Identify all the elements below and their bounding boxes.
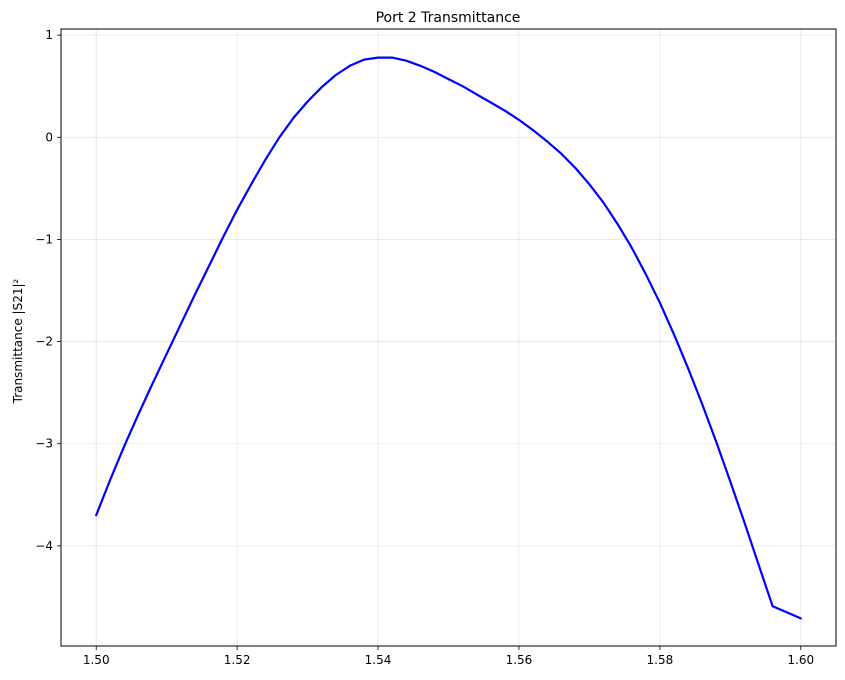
y-tick-label: −4 <box>35 539 53 553</box>
x-tick-label: 1.56 <box>506 653 533 667</box>
y-tick-label: 1 <box>45 28 53 42</box>
plot-frame <box>60 28 837 647</box>
y-tick-label: −1 <box>35 232 53 246</box>
series-group <box>95 56 802 620</box>
plot-background <box>61 29 836 646</box>
transmittance-line <box>95 56 802 620</box>
x-tick-label: 1.58 <box>647 653 674 667</box>
chart-title: Port 2 Transmittance <box>376 10 521 26</box>
x-tick-label: 1.52 <box>224 653 251 667</box>
y-tick-label: −2 <box>35 335 53 349</box>
x-tick-label: 1.54 <box>365 653 392 667</box>
y-axis-label: Transmittance |S21|² <box>11 278 25 404</box>
x-tick-label: 1.60 <box>787 653 814 667</box>
x-axis-ticks: 1.50 1.52 1.54 1.56 1.58 1.60 <box>83 646 814 667</box>
y-axis-ticks: 1 0 −1 −2 −3 −4 <box>35 28 61 553</box>
y-tick-label: 0 <box>45 130 53 144</box>
x-tick-label: 1.50 <box>83 653 110 667</box>
y-tick-label: −3 <box>35 437 53 451</box>
grid-lines <box>61 29 836 646</box>
